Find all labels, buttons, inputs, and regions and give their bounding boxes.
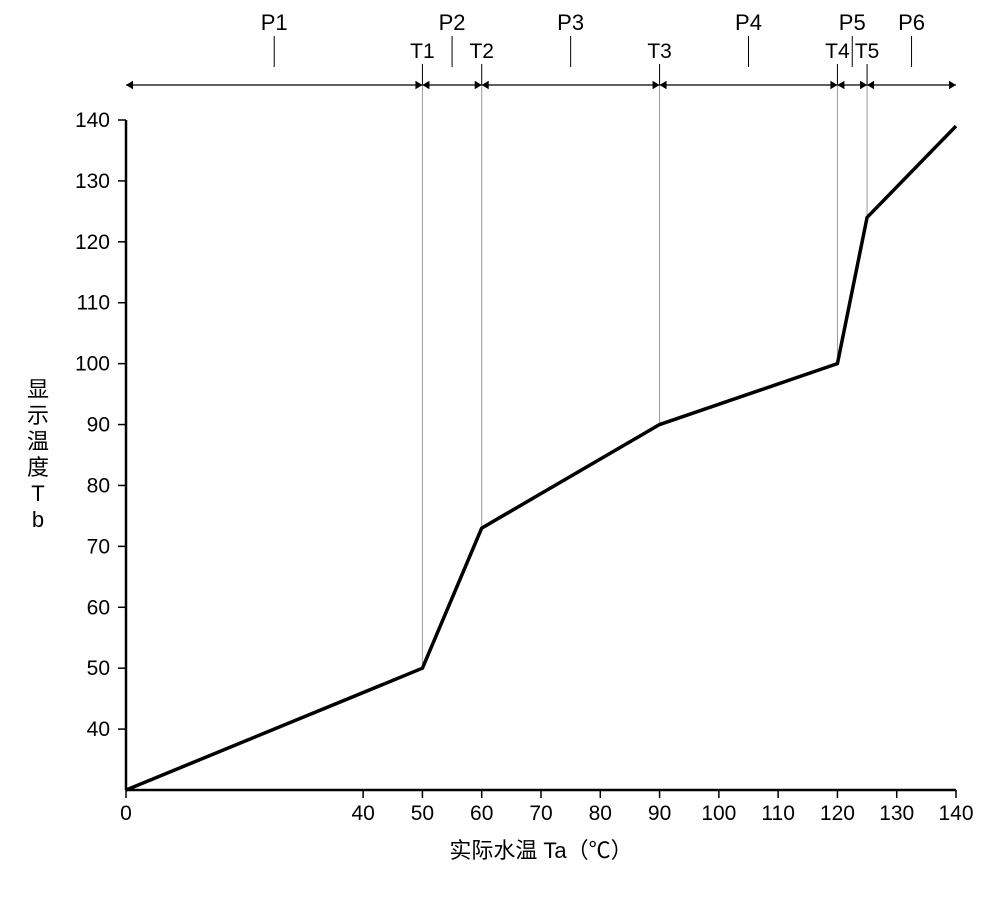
svg-text:显: 显 <box>27 377 49 402</box>
svg-text:T2: T2 <box>469 40 494 63</box>
svg-text:90: 90 <box>648 802 671 825</box>
svg-text:100: 100 <box>75 353 110 376</box>
svg-text:温: 温 <box>27 429 49 454</box>
svg-text:P4: P4 <box>735 10 762 35</box>
svg-text:度: 度 <box>27 455 49 480</box>
svg-text:80: 80 <box>589 802 612 825</box>
svg-text:P6: P6 <box>898 10 925 35</box>
svg-text:40: 40 <box>351 802 374 825</box>
svg-text:80: 80 <box>87 474 110 497</box>
svg-text:0: 0 <box>120 802 132 825</box>
svg-text:b: b <box>32 507 44 532</box>
svg-text:T4: T4 <box>825 40 850 63</box>
svg-text:60: 60 <box>87 596 110 619</box>
svg-text:50: 50 <box>87 657 110 680</box>
svg-text:实际水温 Ta（℃）: 实际水温 Ta（℃） <box>449 838 632 863</box>
svg-text:T5: T5 <box>855 40 880 63</box>
svg-text:示: 示 <box>27 403 49 428</box>
svg-text:T1: T1 <box>410 40 435 63</box>
svg-text:100: 100 <box>701 802 736 825</box>
svg-text:P5: P5 <box>839 10 866 35</box>
svg-text:P3: P3 <box>557 10 584 35</box>
svg-text:120: 120 <box>75 231 110 254</box>
svg-text:140: 140 <box>75 109 110 132</box>
svg-text:120: 120 <box>820 802 855 825</box>
svg-text:90: 90 <box>87 414 110 437</box>
chart-svg: 0 40 50 60 70 80 90 100 110 120 130 140 实际水温 Ta（℃） 40… <box>0 0 1000 900</box>
svg-text:T: T <box>31 481 44 506</box>
svg-text:70: 70 <box>87 535 110 558</box>
svg-text:130: 130 <box>75 170 110 193</box>
svg-text:P1: P1 <box>261 10 288 35</box>
svg-text:50: 50 <box>411 802 434 825</box>
svg-text:110: 110 <box>77 292 110 315</box>
svg-text:T3: T3 <box>647 40 672 63</box>
svg-text:40: 40 <box>87 718 110 741</box>
svg-text:130: 130 <box>879 802 914 825</box>
svg-text:60: 60 <box>470 802 493 825</box>
chart-container: { "chart": { "type": "line", "width": 10… <box>0 0 1000 900</box>
svg-text:140: 140 <box>938 802 973 825</box>
svg-text:110: 110 <box>761 802 794 825</box>
svg-text:P2: P2 <box>439 10 466 35</box>
svg-text:70: 70 <box>529 802 552 825</box>
